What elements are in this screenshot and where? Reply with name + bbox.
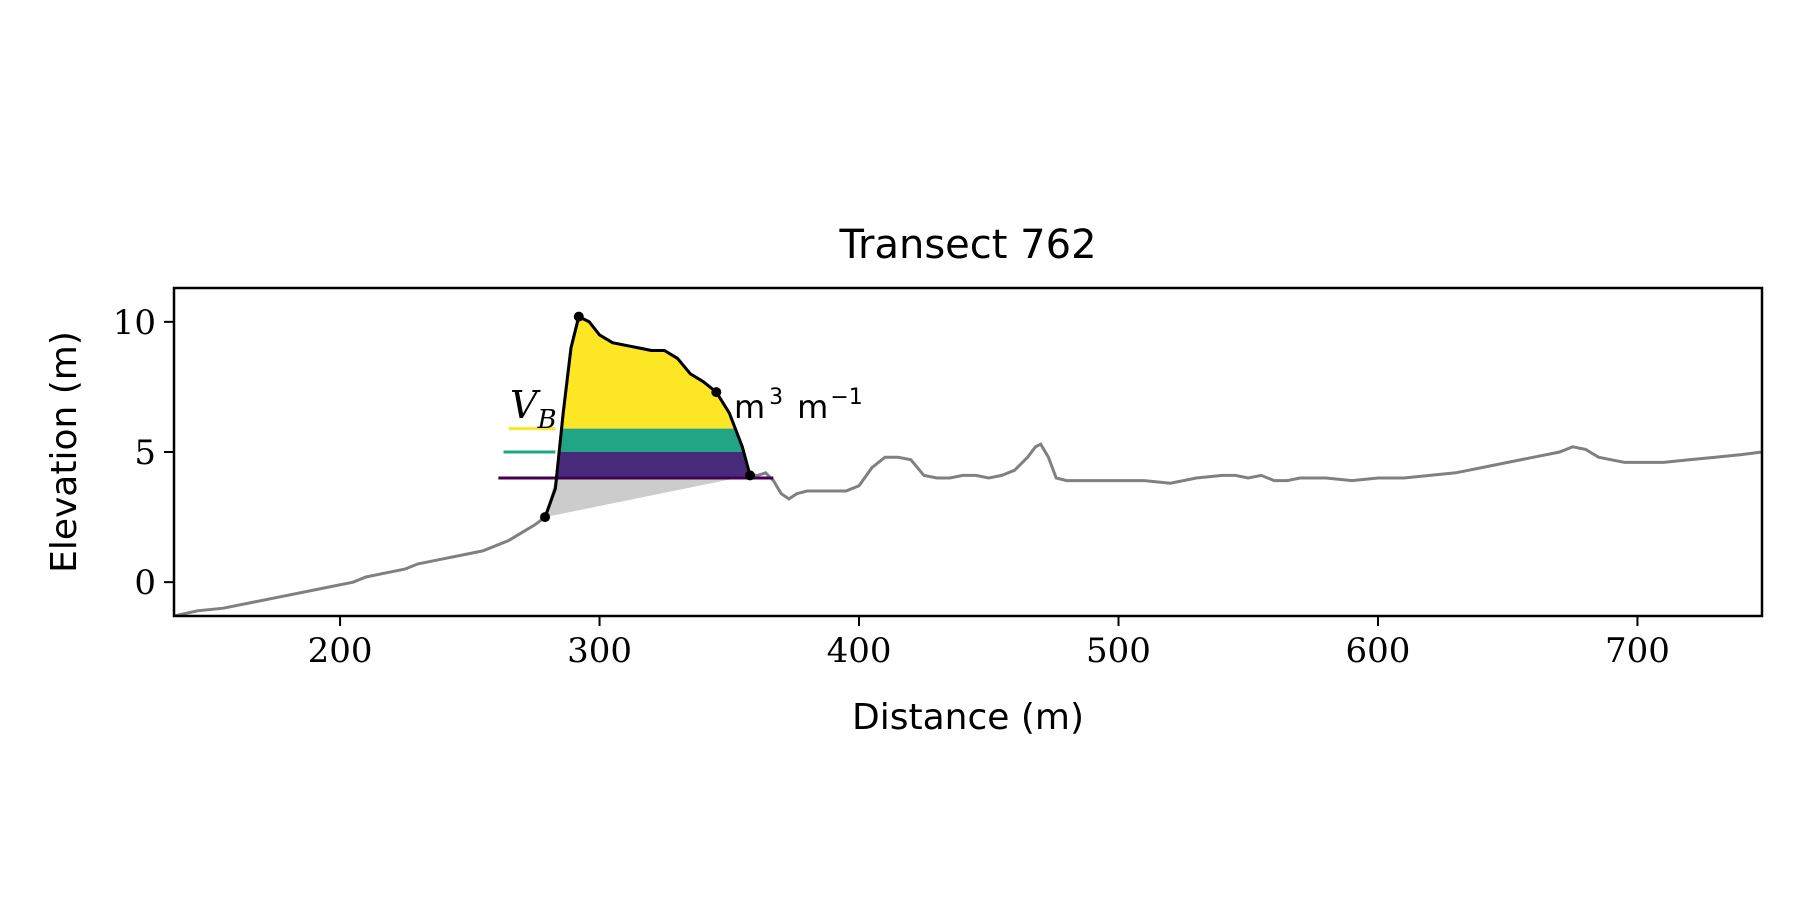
x-tick-label-200: 200 (308, 631, 373, 671)
dune-points (540, 311, 756, 523)
annotation-v: V (510, 383, 541, 427)
annotation-unit-m2: m (797, 388, 828, 426)
x-tick-label-300: 300 (567, 631, 632, 671)
y-tick-label-0: 0 (134, 563, 156, 603)
x-tick-label-700: 700 (1605, 631, 1670, 671)
dune-point-0 (540, 512, 551, 523)
volume-annotation: VB m 3 m−1 (510, 383, 863, 435)
y-axis-ticks: 0 5 10 (113, 303, 174, 603)
x-tick-label-600: 600 (1346, 631, 1411, 671)
x-axis-ticks: 200 300 400 500 600 700 (308, 616, 1670, 671)
dune-point-2 (711, 387, 722, 398)
dune-point-3 (745, 470, 756, 481)
annotation-unit-m: m (734, 388, 765, 426)
level-lines (498, 427, 774, 480)
chart-title: Transect 762 (838, 222, 1096, 268)
x-axis-label: Distance (m) (852, 697, 1084, 738)
x-tick-label-500: 500 (1086, 631, 1151, 671)
x-tick-label-400: 400 (827, 631, 892, 671)
annotation-subscript: B (536, 405, 556, 435)
annotation-unit: m 3 m−1 (734, 385, 863, 426)
annotation-unit-sup1: 3 (769, 385, 783, 410)
volume-band-1 (545, 428, 750, 452)
y-tick-label-5: 5 (134, 433, 156, 473)
y-tick-label-10: 10 (113, 303, 156, 343)
volume-band-0 (545, 452, 750, 479)
y-axis-label: Elevation (m) (44, 331, 85, 573)
base-wedge-fill (545, 475, 751, 518)
dune-point-1 (573, 311, 584, 322)
plot-area (174, 311, 1762, 616)
profile-line (174, 314, 1762, 616)
annotation-unit-sup2: −1 (830, 385, 862, 410)
annotation-symbol: VB (510, 383, 557, 435)
